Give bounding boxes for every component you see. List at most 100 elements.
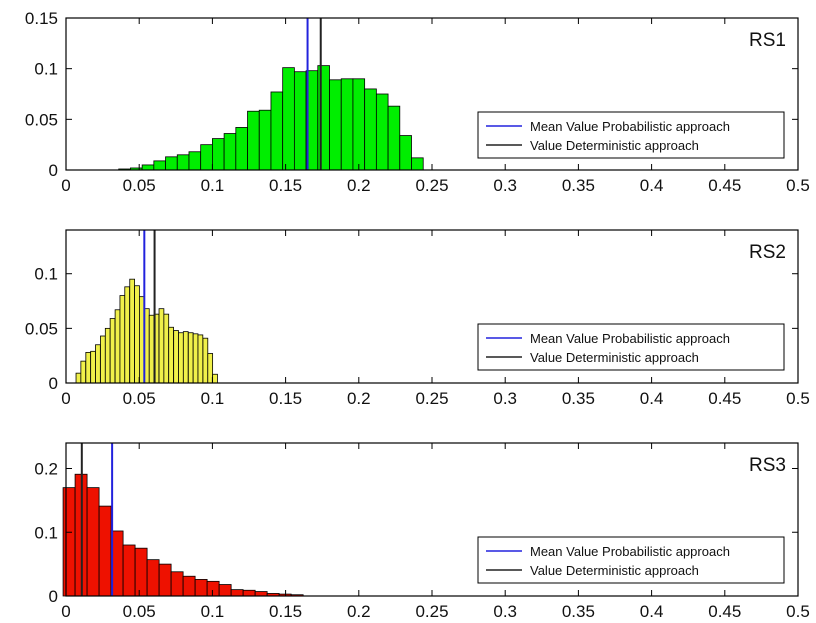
legend-label-deterministic: Value Deterministic approach bbox=[530, 138, 699, 153]
histogram-bar bbox=[163, 313, 170, 384]
legend-label-mean: Mean Value Probabilistic approach bbox=[530, 544, 730, 559]
histogram-bar bbox=[212, 373, 218, 384]
x-tick-label: 0.35 bbox=[562, 602, 595, 621]
x-tick-label: 0.45 bbox=[708, 389, 741, 408]
histogram-bar bbox=[176, 154, 190, 171]
x-tick-label: 0.35 bbox=[562, 176, 595, 195]
histogram-bar bbox=[182, 331, 189, 384]
x-tick-label: 0.2 bbox=[347, 602, 371, 621]
x-tick-label: 0.4 bbox=[640, 602, 664, 621]
histogram-bar bbox=[317, 65, 330, 171]
x-tick-label: 0.4 bbox=[640, 389, 664, 408]
panel-label: RS3 bbox=[749, 455, 786, 476]
histogram-bar bbox=[247, 110, 260, 171]
x-tick-label: 0.45 bbox=[708, 176, 741, 195]
histogram-bar bbox=[218, 584, 232, 597]
x-tick-label: 0.3 bbox=[493, 389, 517, 408]
histogram-bar bbox=[282, 67, 295, 171]
histogram-bar bbox=[85, 351, 92, 384]
histogram-bar bbox=[293, 71, 307, 171]
histogram-bar bbox=[122, 544, 136, 597]
x-tick-label: 0.2 bbox=[347, 389, 371, 408]
y-tick-label: 0 bbox=[49, 374, 58, 393]
histogram-bar bbox=[129, 278, 135, 384]
histogram-bar bbox=[104, 327, 111, 384]
panel-rs2: 0 0.05 0.1 0.15 0.2 0.25 0.3 0.35 0.4 0.45 0.5 0 0.0… bbox=[25, 229, 810, 408]
x-tick-label: 0.25 bbox=[415, 176, 448, 195]
histogram-bar bbox=[235, 127, 248, 171]
y-tick-label: 0.05 bbox=[25, 110, 58, 129]
histogram-bar bbox=[254, 591, 268, 597]
legend-label-mean: Mean Value Probabilistic approach bbox=[530, 331, 730, 346]
x-tick-label: 0.1 bbox=[201, 602, 225, 621]
histogram-bar bbox=[411, 157, 424, 171]
legend-label-deterministic: Value Deterministic approach bbox=[530, 563, 699, 578]
histogram-bar bbox=[170, 571, 184, 597]
histogram-bar bbox=[187, 332, 194, 384]
histogram-bar bbox=[100, 335, 106, 384]
histogram-bar bbox=[178, 332, 184, 384]
x-tick-label: 0.15 bbox=[269, 389, 302, 408]
histogram-bar bbox=[158, 308, 165, 384]
x-tick-label: 0 bbox=[61, 176, 70, 195]
histogram-bar bbox=[258, 109, 272, 171]
histogram-bar bbox=[364, 88, 377, 171]
histogram-bar bbox=[165, 156, 178, 171]
histogram-bar bbox=[200, 144, 213, 171]
y-tick-label: 0 bbox=[49, 587, 58, 606]
x-tick-label: 0 bbox=[61, 389, 70, 408]
histogram-bar bbox=[197, 334, 204, 384]
histogram-bar bbox=[223, 133, 237, 171]
y-tick-label: 0 bbox=[49, 161, 58, 180]
x-tick-label: 0.45 bbox=[708, 602, 741, 621]
histogram-bar bbox=[192, 333, 199, 384]
legend-box bbox=[477, 111, 785, 159]
histogram-bar bbox=[158, 563, 172, 597]
y-tick-label: 0.1 bbox=[34, 60, 58, 79]
y-tick-label: 0.05 bbox=[25, 319, 58, 338]
x-tick-label: 0.3 bbox=[493, 176, 517, 195]
x-tick-label: 0 bbox=[61, 602, 70, 621]
histogram-bar bbox=[242, 589, 256, 597]
x-tick-label: 0.15 bbox=[269, 176, 302, 195]
histogram-bar bbox=[375, 93, 389, 171]
histogram-bar bbox=[202, 337, 209, 384]
y-tick-label: 0.1 bbox=[34, 265, 58, 284]
x-tick-label: 0.25 bbox=[415, 602, 448, 621]
histogram-bar bbox=[194, 579, 208, 597]
histogram-bar bbox=[399, 135, 412, 171]
histogram-bar bbox=[90, 350, 96, 384]
histogram-bar bbox=[153, 160, 166, 171]
histogram-bar bbox=[124, 286, 131, 384]
legend-box bbox=[477, 323, 785, 371]
histogram-bar bbox=[211, 138, 225, 171]
histogram-bar bbox=[207, 353, 214, 384]
histogram-bar bbox=[230, 589, 244, 597]
histogram-bar bbox=[141, 164, 155, 171]
panel-rs3: 0 0.05 0.1 0.15 0.2 0.25 0.3 0.35 0.4 0.45 0.5 0 0.1… bbox=[34, 442, 810, 621]
x-tick-label: 0.25 bbox=[415, 389, 448, 408]
legend-label-deterministic: Value Deterministic approach bbox=[530, 350, 699, 365]
histogram-bar bbox=[95, 344, 101, 384]
histogram-bar bbox=[86, 487, 100, 597]
histogram-bar bbox=[182, 575, 196, 597]
histogram-bar bbox=[62, 487, 76, 597]
histogram-bar bbox=[188, 151, 202, 171]
histogram-bar bbox=[119, 295, 126, 384]
y-tick-label: 0.2 bbox=[34, 460, 58, 479]
histogram-bar bbox=[146, 559, 160, 597]
x-tick-label: 0.2 bbox=[347, 176, 371, 195]
panel-rs1: 0 0.05 0.1 0.15 0.2 0.25 0.3 0.35 0.4 0.45 0.5 0 0.0… bbox=[25, 9, 810, 195]
legend-box bbox=[477, 536, 785, 584]
x-tick-label: 0.15 bbox=[269, 602, 302, 621]
x-tick-label: 0.3 bbox=[493, 602, 517, 621]
y-tick-label: 0.15 bbox=[25, 9, 58, 28]
x-tick-label: 0.4 bbox=[640, 176, 664, 195]
panel-label: RS1 bbox=[749, 30, 786, 51]
histogram-bar bbox=[206, 580, 220, 597]
panel-label: RS2 bbox=[749, 242, 786, 263]
histogram-bar bbox=[109, 318, 116, 384]
x-tick-label: 0.35 bbox=[562, 389, 595, 408]
histogram-bar bbox=[329, 79, 342, 171]
